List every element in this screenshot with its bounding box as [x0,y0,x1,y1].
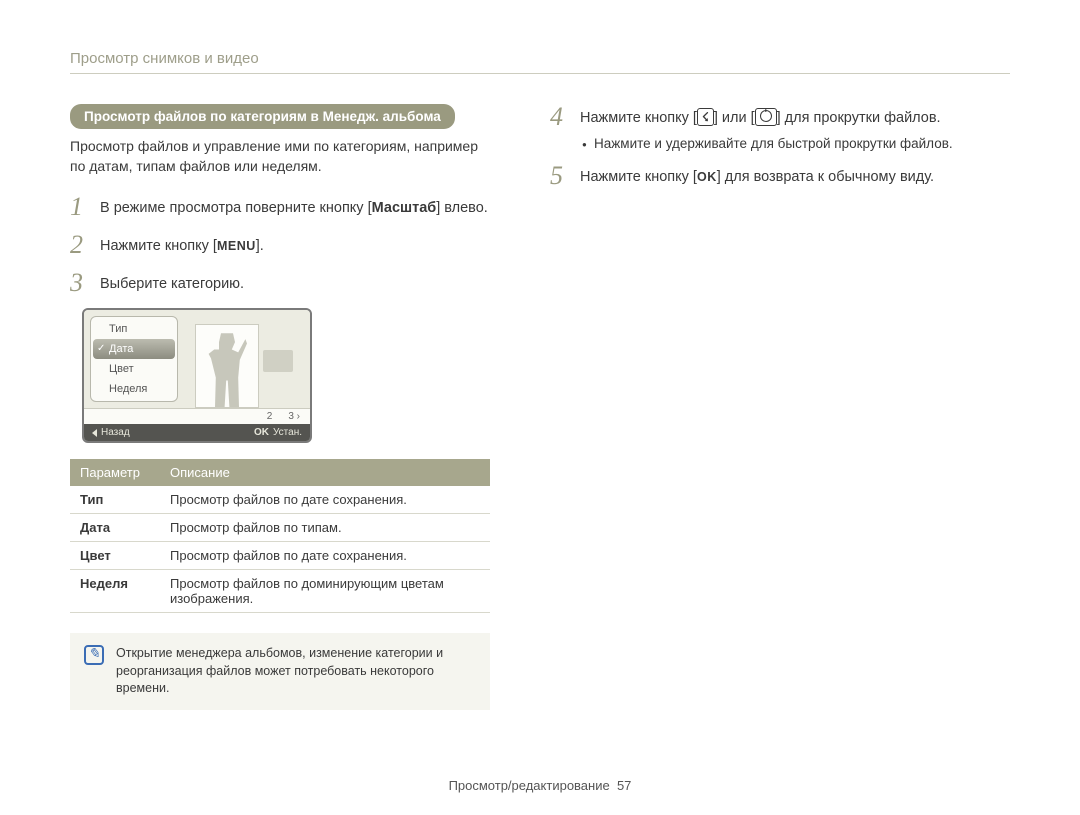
lcd-mockup: Тип Дата Цвет Неделя 2 3 [82,308,490,443]
step-number: 3 [70,270,90,296]
step-number: 2 [70,232,90,258]
note-icon: ✎ [84,645,104,665]
lcd-menu-item: Цвет [91,359,177,379]
table-cell: Дата [70,514,160,542]
table-row: НеделяПросмотр файлов по доминирующим цв… [70,570,490,613]
flash-key-icon: ☇ [697,108,714,126]
table-cell: Просмотр файлов по типам. [160,514,490,542]
page-header: Просмотр снимков и видео [70,50,1010,74]
lcd-menu-item: Неделя [91,379,177,399]
lcd-footer-bar: Назад OK Устан. [84,424,310,441]
step-3: 3 Выберите категорию. [70,270,490,296]
step-number: 1 [70,194,90,220]
lcd-preview-area [184,310,310,408]
step-text: Нажмите кнопку [ [100,238,217,254]
step-text: Выберите категорию. [100,276,244,292]
lcd-menu-item: Тип [91,319,177,339]
lcd-set-label: Устан. [273,427,302,438]
lcd-back-label: Назад [101,427,130,438]
timer-key-icon [755,108,777,126]
lcd-thumbnail-large [195,324,259,408]
ok-key-label: OK [697,170,717,184]
step-number: 5 [550,163,570,189]
step-number: 4 [550,104,570,130]
table-cell: Просмотр файлов по дате сохранения. [160,486,490,514]
table-cell: Тип [70,486,160,514]
step-text: ] для возврата к обычному виду. [717,169,934,185]
page-footer: Просмотр/редактирование 57 [0,778,1080,793]
parameter-table: Параметр Описание ТипПросмотр файлов по … [70,459,490,613]
lcd-page-strip: 2 3 [84,408,310,424]
back-arrow-icon [92,429,97,437]
footer-section: Просмотр/редактирование [449,778,610,793]
lcd-ok-key: OK [254,427,269,438]
step-text: ]. [256,238,264,254]
table-header: Параметр [70,459,160,486]
step-1: 1 В режиме просмотра поверните кнопку [М… [70,194,490,220]
lcd-menu-item-selected: Дата [93,339,175,359]
intro-paragraph: Просмотр файлов и управление ими по кате… [70,137,490,176]
table-cell: Цвет [70,542,160,570]
menu-key-label: MENU [217,239,256,253]
note-box: ✎ Открытие менеджера альбомов, изменение… [70,633,490,710]
lcd-category-menu: Тип Дата Цвет Неделя [90,316,178,402]
step-bold: Масштаб [372,200,437,216]
sublist-item: Нажмите и удерживайте для быстрой прокру… [582,136,1010,151]
table-row: ЦветПросмотр файлов по дате сохранения. [70,542,490,570]
step-text: ] для прокрутки файлов. [777,110,941,126]
table-header: Описание [160,459,490,486]
step-text: Нажмите кнопку [ [580,110,697,126]
table-cell: Неделя [70,570,160,613]
step-4: 4 Нажмите кнопку [☇] или [ ] для прокрутк… [550,104,1010,130]
table-cell: Просмотр файлов по дате сохранения. [160,542,490,570]
step-4-sublist: Нажмите и удерживайте для быстрой прокру… [582,136,1010,151]
table-row: ТипПросмотр файлов по дате сохранения. [70,486,490,514]
lcd-strip-num: 3 [288,411,300,422]
step-2: 2 Нажмите кнопку [MENU]. [70,232,490,258]
lcd-strip-num: 2 [267,411,273,422]
step-text: ] или [ [714,110,755,126]
section-heading-pill: Просмотр файлов по категориям в Менедж. … [70,104,455,129]
lcd-thumbnail-small [263,350,293,372]
step-text: В режиме просмотра поверните кнопку [ [100,200,372,216]
step-5: 5 Нажмите кнопку [OK] для возврата к обы… [550,163,1010,189]
table-cell: Просмотр файлов по доминирующим цветам и… [160,570,490,613]
note-text: Открытие менеджера альбомов, изменение к… [116,645,476,698]
footer-page-number: 57 [617,778,631,793]
person-silhouette-icon [207,333,247,407]
step-text: Нажмите кнопку [ [580,169,697,185]
step-text: ] влево. [436,200,488,216]
table-row: ДатаПросмотр файлов по типам. [70,514,490,542]
